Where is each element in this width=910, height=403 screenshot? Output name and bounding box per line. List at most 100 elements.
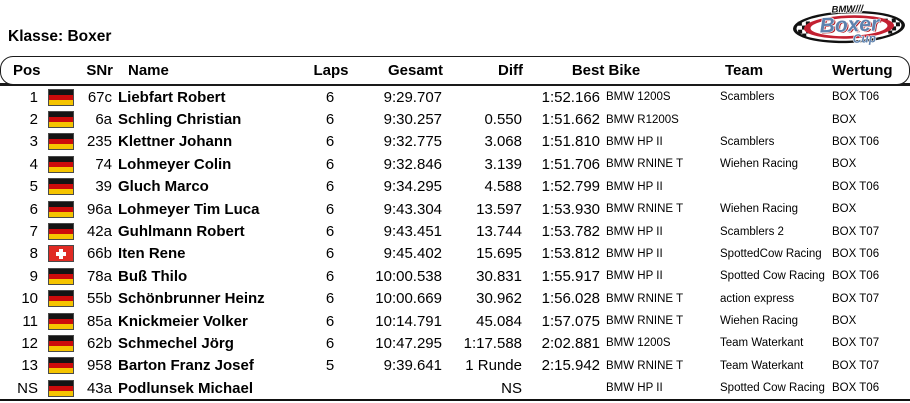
laps-cell: 6 <box>325 334 335 352</box>
germany-flag-icon <box>48 200 74 218</box>
table-row: 8 66b Iten Rene 6 9:45.402 15.695 1:53.8… <box>0 243 910 265</box>
diff-cell: 15.695 <box>476 245 522 263</box>
start-number-cell: 66b <box>86 245 112 263</box>
table-row: 4 74 Lohmeyer Colin 6 9:32.846 3.139 1:5… <box>0 153 910 175</box>
flag-cell <box>38 178 76 196</box>
table-row: 11 85a Knickmeier Volker 6 10:14.791 45.… <box>0 310 910 332</box>
germany-flag-icon <box>48 267 74 285</box>
germany-flag-icon <box>48 178 74 196</box>
table-row: 1 67c Liebfart Robert 6 9:29.707 1:52.16… <box>0 86 910 108</box>
team-cell: Team Waterkant <box>720 337 804 350</box>
logo-brand-text: BMW/// <box>831 3 864 15</box>
bike-cell: BMW 1200S <box>606 91 671 104</box>
germany-flag-icon <box>48 133 74 151</box>
table-row: 5 39 Gluch Marco 6 9:34.295 4.588 1:52.7… <box>0 176 910 198</box>
flag-cell <box>38 88 76 106</box>
germany-flag-icon <box>48 155 74 173</box>
best-time-cell: 1:55.917 <box>541 267 600 285</box>
germany-flag-icon <box>48 111 74 129</box>
rider-name-cell: Lohmeyer Colin <box>118 155 232 173</box>
position-cell: NS <box>17 379 38 397</box>
germany-flag-icon <box>48 334 74 352</box>
bike-cell: BMW RNINE T <box>606 315 684 328</box>
laps-cell: 6 <box>325 245 335 263</box>
logo-subtitle-text: Cup <box>853 31 877 46</box>
header-snr: SNr <box>86 62 113 79</box>
header-gesamt: Gesamt <box>387 62 443 79</box>
total-time-cell: 10:00.538 <box>375 267 442 285</box>
laps-cell: 6 <box>325 267 335 285</box>
flag-cell <box>38 155 76 173</box>
page-title: Klasse: Boxer <box>8 28 112 45</box>
rider-name-cell: Guhlmann Robert <box>118 223 245 241</box>
diff-cell: 45.084 <box>476 312 522 330</box>
start-number-cell: 42a <box>86 223 112 241</box>
start-number-cell: 78a <box>86 267 112 285</box>
germany-flag-icon <box>48 379 74 397</box>
laps-cell: 6 <box>325 88 335 106</box>
team-cell: Wiehen Racing <box>720 203 798 216</box>
position-cell: 2 <box>29 111 38 129</box>
class-cell: BOX T06 <box>832 135 880 148</box>
position-cell: 3 <box>29 133 38 151</box>
germany-flag-icon <box>48 290 74 308</box>
total-time-cell: 10:47.295 <box>375 334 442 352</box>
bike-cell: BMW HP II <box>606 247 663 260</box>
table-row: 7 42a Guhlmann Robert 6 9:43.451 13.744 … <box>0 220 910 242</box>
header-laps: Laps <box>313 62 349 79</box>
logo-title-shadow: Boxer <box>821 13 883 38</box>
team-cell: Scamblers <box>720 91 775 104</box>
diff-cell: 1 Runde <box>465 357 522 375</box>
flag-cell <box>38 290 76 308</box>
start-number-cell: 96a <box>86 200 112 218</box>
table-row: 6 96a Lohmeyer Tim Luca 6 9:43.304 13.59… <box>0 198 910 220</box>
position-cell: 9 <box>29 267 38 285</box>
table-row: 10 55b Schönbrunner Heinz 6 10:00.669 30… <box>0 288 910 310</box>
position-cell: 10 <box>21 290 38 308</box>
best-time-cell: 1:52.799 <box>541 178 600 196</box>
diff-cell: 3.068 <box>484 133 522 151</box>
rider-name-cell: Podlunsek Michael <box>118 379 254 397</box>
start-number-cell: 235 <box>86 133 112 151</box>
class-cell: BOX <box>832 113 857 126</box>
diff-cell: NS <box>501 379 522 397</box>
position-cell: 13 <box>21 357 38 375</box>
start-number-cell: 55b <box>86 290 112 308</box>
germany-flag-icon <box>48 223 74 241</box>
best-time-cell: 1:51.706 <box>541 155 600 173</box>
switzerland-flag-icon <box>48 245 74 263</box>
flag-cell <box>38 312 76 330</box>
team-cell: Wiehen Racing <box>720 158 798 171</box>
position-cell: 12 <box>21 334 38 352</box>
bike-cell: BMW RNINE T <box>606 158 684 171</box>
start-number-cell: 85a <box>86 312 112 330</box>
rider-name-cell: Klettner Johann <box>118 133 233 151</box>
table-header: Pos SNr Name Laps Gesamt Diff Best Bike … <box>0 56 910 85</box>
table-row: NS 43a Podlunsek Michael NS BMW HP II Sp… <box>0 377 910 399</box>
team-cell: Scamblers 2 <box>720 225 784 238</box>
bike-cell: BMW R1200S <box>606 113 679 126</box>
rider-name-cell: Schmechel Jörg <box>118 334 234 352</box>
class-cell: BOX <box>832 158 857 171</box>
diff-cell: 13.744 <box>476 223 522 241</box>
flag-cell <box>38 379 76 397</box>
bike-cell: BMW HP II <box>606 225 663 238</box>
germany-flag-icon <box>48 312 74 330</box>
best-time-cell: 1:53.930 <box>541 200 600 218</box>
total-time-cell: 9:30.257 <box>383 111 442 129</box>
best-time-cell: 1:56.028 <box>541 290 600 308</box>
flag-cell <box>38 223 76 241</box>
team-cell: SpottedCow Racing <box>720 247 822 260</box>
bike-cell: BMW RNINE T <box>606 292 684 305</box>
header-best-bike: Best Bike <box>571 62 641 79</box>
germany-flag-icon <box>48 357 74 375</box>
start-number-cell: 6a <box>95 111 112 129</box>
total-time-cell: 9:32.846 <box>383 155 442 173</box>
class-cell: BOX T07 <box>832 225 880 238</box>
rider-name-cell: Schling Christian <box>118 111 242 129</box>
class-cell: BOX T07 <box>832 359 880 372</box>
class-cell: BOX <box>832 203 857 216</box>
start-number-cell: 958 <box>86 357 112 375</box>
total-time-cell: 9:29.707 <box>383 88 442 106</box>
rider-name-cell: Gluch Marco <box>118 178 209 196</box>
